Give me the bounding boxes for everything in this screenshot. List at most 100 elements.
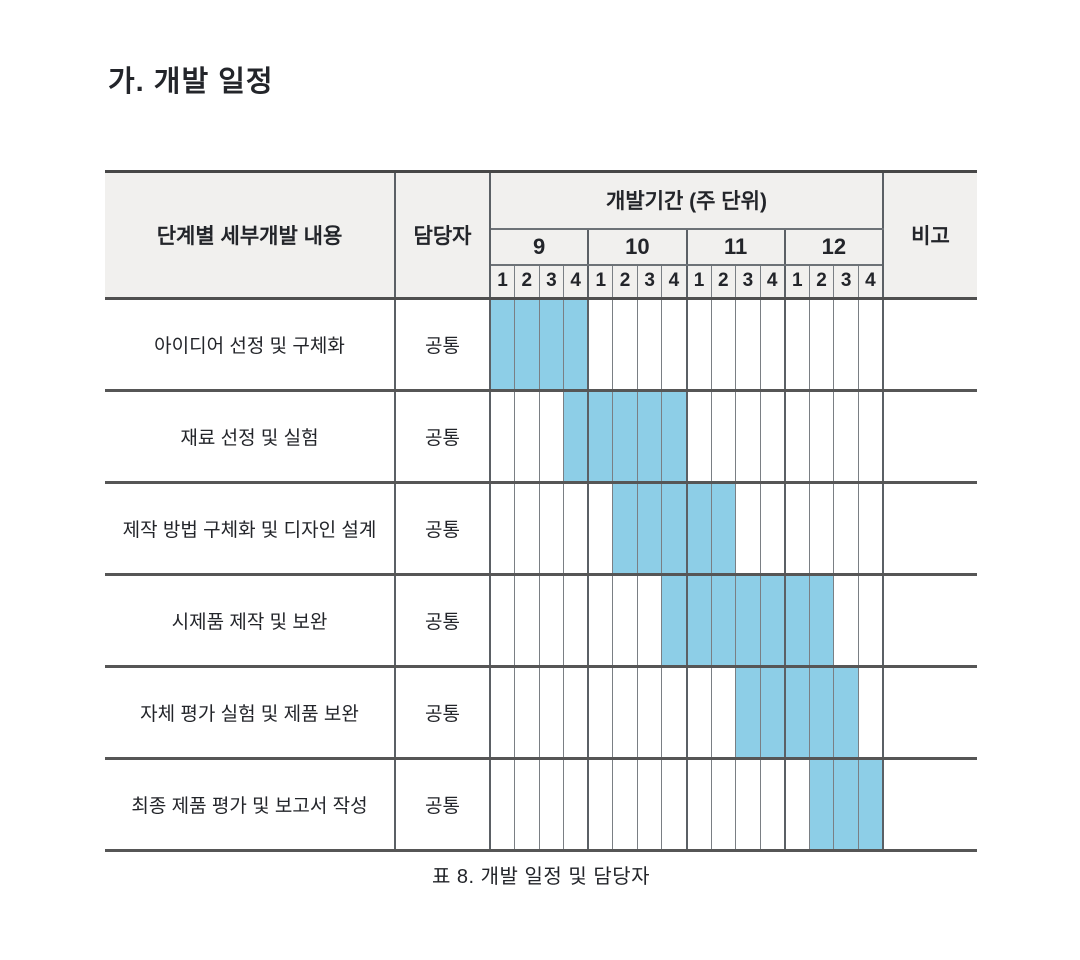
gantt-cell-filled <box>685 573 712 668</box>
gantt-cell-filled <box>735 573 761 668</box>
gantt-cell-empty <box>587 573 614 668</box>
gantt-cell-empty <box>563 665 589 760</box>
week-header-12-2: 2 <box>808 264 835 300</box>
gantt-cell-empty <box>612 297 638 392</box>
week-header-9-3: 3 <box>538 264 565 300</box>
table-header: 단계별 세부개발 내용 담당자 개발기간 (주 단위) 비고 9 10 11 12 1… <box>105 171 977 300</box>
gantt-cell-empty <box>808 389 835 484</box>
gantt-cell-empty <box>759 297 786 392</box>
gantt-cell-filled <box>710 573 737 668</box>
gantt-cell-empty <box>514 757 540 852</box>
gantt-cell-empty <box>538 389 565 484</box>
week-header-11-3: 3 <box>735 264 761 300</box>
table-caption: 표 8. 개발 일정 및 담당자 <box>431 866 651 888</box>
gantt-cell-empty <box>833 573 859 668</box>
table-row: 시제품 제작 및 보완 공통 <box>105 573 977 668</box>
gantt-cell-filled <box>514 297 540 392</box>
week-header-11-1: 1 <box>685 264 712 300</box>
month-header-11: 11 <box>685 228 786 266</box>
gantt-cell-empty <box>612 573 638 668</box>
gantt-cell-filled <box>685 481 712 576</box>
gantt-cell-filled <box>808 573 835 668</box>
gantt-cell-empty <box>857 297 884 392</box>
gantt-cell-empty <box>538 573 565 668</box>
gantt-cell-empty <box>636 573 663 668</box>
week-header-12-4: 4 <box>857 264 884 300</box>
page-title: 가. 개발 일정 <box>108 66 274 98</box>
gantt-cell-empty <box>783 757 810 852</box>
gantt-cell-empty <box>685 297 712 392</box>
schedule-gantt-table: 단계별 세부개발 내용 담당자 개발기간 (주 단위) 비고 9 10 11 12 1… <box>105 170 977 852</box>
week-header-10-1: 1 <box>587 264 614 300</box>
table-row: 최종 제품 평가 및 보고서 작성 공통 <box>105 757 977 852</box>
owner-label: 공통 <box>394 665 491 760</box>
gantt-cell-empty <box>489 573 516 668</box>
gantt-cell-empty <box>563 481 589 576</box>
gantt-cell-empty <box>808 481 835 576</box>
gantt-cell-empty <box>661 297 687 392</box>
gantt-cell-empty <box>735 481 761 576</box>
gantt-cell-empty <box>538 757 565 852</box>
gantt-cell-filled <box>636 389 663 484</box>
table-row: 아이디어 선정 및 구체화 공통 <box>105 297 977 392</box>
week-header-12-1: 1 <box>783 264 810 300</box>
table-row: 자체 평가 실험 및 제품 보완 공통 <box>105 665 977 760</box>
task-label: 시제품 제작 및 보완 <box>105 573 396 668</box>
gantt-cell-empty <box>759 757 786 852</box>
gantt-cell-empty <box>612 665 638 760</box>
gantt-cell-empty <box>489 757 516 852</box>
gantt-cell-empty <box>489 389 516 484</box>
remarks-cell <box>882 757 977 852</box>
gantt-cell-filled <box>833 665 859 760</box>
gantt-cell-empty <box>710 665 737 760</box>
gantt-cell-filled <box>489 297 516 392</box>
task-label: 재료 선정 및 실험 <box>105 389 396 484</box>
gantt-cell-empty <box>685 665 712 760</box>
task-label: 제작 방법 구체화 및 디자인 설계 <box>105 481 396 576</box>
owner-label: 공통 <box>394 481 491 576</box>
gantt-cell-filled <box>563 389 589 484</box>
month-header-12: 12 <box>783 228 884 266</box>
gantt-cell-empty <box>636 297 663 392</box>
gantt-cell-filled <box>783 665 810 760</box>
col-header-period: 개발기간 (주 단위) <box>489 171 884 230</box>
week-header-11-2: 2 <box>710 264 737 300</box>
month-header-10: 10 <box>587 228 688 266</box>
gantt-cell-empty <box>710 389 737 484</box>
col-header-remarks: 비고 <box>882 171 977 300</box>
gantt-cell-empty <box>514 573 540 668</box>
gantt-cell-filled <box>538 297 565 392</box>
gantt-cell-filled <box>587 389 614 484</box>
gantt-cell-empty <box>636 665 663 760</box>
gantt-cell-empty <box>636 757 663 852</box>
gantt-cell-empty <box>833 481 859 576</box>
col-header-owner: 담당자 <box>394 171 491 300</box>
gantt-cell-empty <box>857 481 884 576</box>
table-row: 제작 방법 구체화 및 디자인 설계 공통 <box>105 481 977 576</box>
gantt-cell-empty <box>759 389 786 484</box>
gantt-cell-empty <box>563 573 589 668</box>
gantt-cell-empty <box>587 297 614 392</box>
task-label: 최종 제품 평가 및 보고서 작성 <box>105 757 396 852</box>
gantt-cell-filled <box>857 757 884 852</box>
task-label: 아이디어 선정 및 구체화 <box>105 297 396 392</box>
gantt-cell-filled <box>808 665 835 760</box>
gantt-cell-empty <box>735 389 761 484</box>
gantt-cell-empty <box>857 389 884 484</box>
gantt-cell-empty <box>661 757 687 852</box>
gantt-cell-empty <box>833 389 859 484</box>
remarks-cell <box>882 665 977 760</box>
gantt-cell-empty <box>612 757 638 852</box>
gantt-cell-filled <box>710 481 737 576</box>
owner-label: 공통 <box>394 389 491 484</box>
gantt-cell-filled <box>661 389 687 484</box>
gantt-cell-filled <box>661 573 687 668</box>
task-label: 자체 평가 실험 및 제품 보완 <box>105 665 396 760</box>
week-header-10-4: 4 <box>661 264 687 300</box>
owner-label: 공통 <box>394 757 491 852</box>
remarks-cell <box>882 573 977 668</box>
gantt-cell-filled <box>563 297 589 392</box>
gantt-cell-filled <box>612 481 638 576</box>
remarks-cell <box>882 389 977 484</box>
gantt-cell-empty <box>783 481 810 576</box>
